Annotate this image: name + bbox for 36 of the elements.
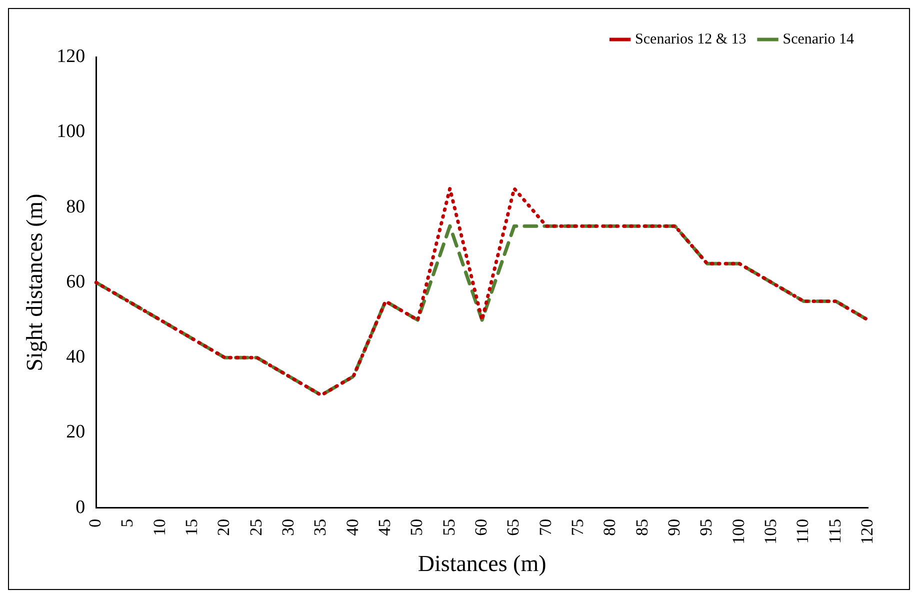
x-tick-label: 75 (568, 518, 588, 536)
y-tick-label: 40 (66, 346, 86, 368)
x-tick-label: 35 (310, 518, 330, 536)
x-tick-label: 50 (407, 518, 426, 536)
x-tick-label: 60 (472, 518, 491, 536)
x-tick-label: 55 (439, 518, 458, 536)
x-tick-label: 95 (696, 518, 716, 536)
x-tick-label: 15 (182, 518, 202, 536)
y-tick-label: 120 (56, 46, 86, 67)
x-tick-label: 90 (664, 518, 684, 536)
line-series (94, 186, 870, 397)
x-tick-label: 65 (504, 518, 523, 536)
y-tick-label: 20 (66, 422, 86, 443)
x-tick-label: 20 (214, 518, 234, 536)
legend-label: Scenario 14 (782, 31, 854, 48)
x-tick-label: 110 (793, 518, 812, 544)
x-tick-label: 0 (86, 518, 105, 528)
x-tick-label: 25 (246, 518, 266, 536)
x-tick-label: 80 (600, 518, 620, 536)
x-tick-label: 85 (632, 518, 652, 536)
y-tick-label: 60 (66, 271, 86, 292)
y-tick-label: 80 (66, 196, 86, 218)
x-tick-label: 45 (375, 518, 394, 536)
x-tick-label: 5 (118, 518, 137, 528)
x-tick-label: 40 (342, 518, 362, 536)
x-tick-label: 115 (825, 518, 844, 544)
y-tick-label: 100 (56, 121, 86, 142)
y-axis-title: Sight distances (m) (22, 194, 47, 372)
x-tick-label: 120 (857, 518, 876, 544)
x-tick-label: 10 (150, 518, 169, 536)
x-tick-label: 30 (278, 518, 298, 536)
x-tick-label: 105 (760, 518, 780, 544)
x-axis-title: Distances (m) (418, 551, 546, 576)
legend-label: Scenarios 12 & 13 (635, 31, 746, 48)
x-tick-label: 70 (536, 518, 555, 536)
x-tick-label: 100 (728, 518, 748, 544)
